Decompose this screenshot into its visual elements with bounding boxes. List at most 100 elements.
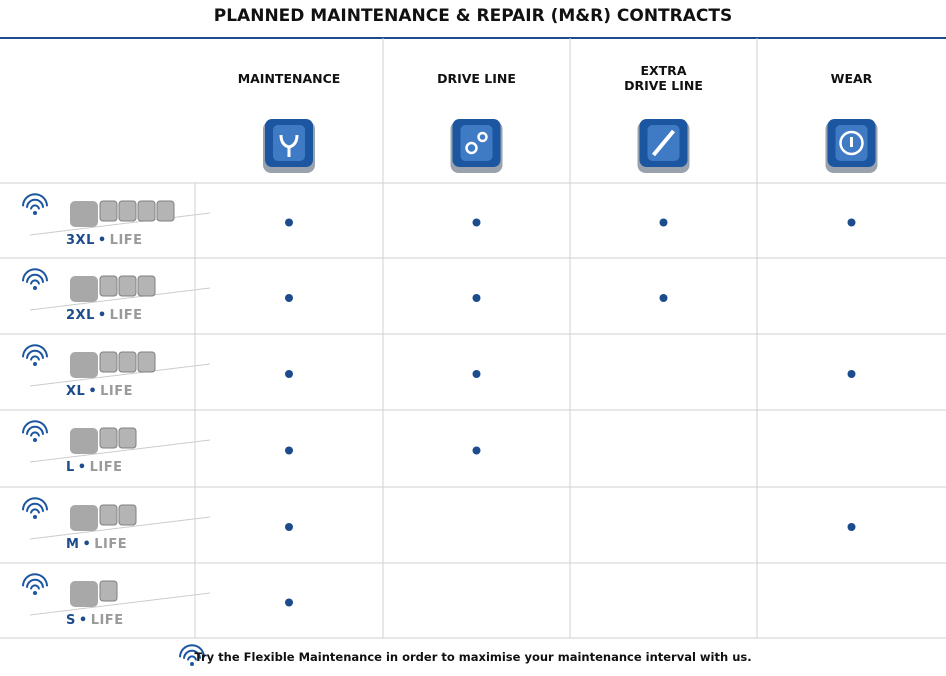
cell-dot bbox=[285, 599, 293, 607]
truck-graphic bbox=[30, 201, 210, 235]
wifi-arc bbox=[27, 200, 43, 208]
row-label-suffix: LIFE bbox=[90, 460, 123, 475]
truck-module bbox=[100, 428, 117, 448]
wifi-icon bbox=[23, 269, 47, 290]
truck-cab bbox=[70, 352, 98, 378]
row-label-name: L bbox=[66, 460, 75, 475]
column-header-text: MAINTENANCE bbox=[238, 71, 341, 86]
row-label-suffix: LIFE bbox=[94, 537, 127, 552]
row-label-name: XL bbox=[66, 384, 85, 399]
separator: • bbox=[88, 384, 97, 399]
speed-line bbox=[30, 593, 210, 615]
icon-inner bbox=[461, 125, 493, 161]
cell-dot bbox=[285, 447, 293, 455]
truck-module bbox=[100, 352, 117, 372]
column-icon bbox=[638, 119, 690, 173]
truck-module bbox=[119, 428, 136, 448]
truck-module bbox=[119, 276, 136, 296]
title: PLANNED MAINTENANCE & REPAIR (M&R) CONTR… bbox=[0, 6, 946, 26]
row-label: 2XL•LIFE bbox=[66, 308, 143, 323]
separator: • bbox=[79, 613, 88, 628]
column-header-text: WEAR bbox=[831, 71, 873, 86]
separator: • bbox=[98, 308, 107, 323]
row-label-name: 2XL bbox=[66, 308, 95, 323]
truck-module bbox=[100, 276, 117, 296]
wifi-dot bbox=[33, 591, 37, 595]
separator: • bbox=[82, 537, 91, 552]
row-label: XL•LIFE bbox=[66, 384, 133, 399]
column-header: MAINTENANCE bbox=[195, 58, 383, 98]
wifi-arc bbox=[27, 351, 43, 359]
truck-module bbox=[100, 201, 117, 221]
wifi-icon bbox=[23, 574, 47, 595]
truck-module bbox=[138, 276, 155, 296]
truck-cab bbox=[70, 581, 98, 607]
cell-dot bbox=[285, 523, 293, 531]
row-label: L•LIFE bbox=[66, 460, 123, 475]
truck-module bbox=[119, 352, 136, 372]
cell-dot bbox=[473, 447, 481, 455]
truck-module bbox=[100, 505, 117, 525]
wifi-arc bbox=[31, 280, 39, 284]
column-header: DRIVE LINE bbox=[383, 58, 570, 98]
separator: • bbox=[78, 460, 87, 475]
truck-module bbox=[119, 505, 136, 525]
row-label-name: S bbox=[66, 613, 76, 628]
wifi-arc bbox=[31, 585, 39, 589]
truck-graphic bbox=[30, 352, 210, 386]
wifi-icon bbox=[23, 345, 47, 366]
truck-cab bbox=[70, 201, 98, 227]
truck-cab bbox=[70, 505, 98, 531]
cell-dot bbox=[473, 370, 481, 378]
cell-dot bbox=[473, 294, 481, 302]
row-label: 3XL•LIFE bbox=[66, 233, 143, 248]
column-header: EXTRA DRIVE LINE bbox=[570, 58, 757, 98]
column-icon bbox=[826, 119, 878, 173]
truck-graphic bbox=[30, 276, 210, 310]
wifi-icon bbox=[23, 498, 47, 519]
wifi-dot bbox=[33, 515, 37, 519]
cell-dot bbox=[848, 219, 856, 227]
truck-module bbox=[100, 581, 117, 601]
row-label-suffix: LIFE bbox=[91, 613, 124, 628]
row-label-suffix: LIFE bbox=[110, 233, 143, 248]
cell-dot bbox=[285, 294, 293, 302]
wifi-icon bbox=[23, 194, 47, 215]
footer-note: Try the Flexible Maintenance in order to… bbox=[0, 650, 946, 664]
wifi-arc bbox=[27, 504, 43, 512]
row-label: M•LIFE bbox=[66, 537, 127, 552]
truck-module bbox=[138, 352, 155, 372]
truck-module bbox=[157, 201, 174, 221]
truck-graphic bbox=[30, 428, 210, 462]
page: PLANNED MAINTENANCE & REPAIR (M&R) CONTR… bbox=[0, 0, 946, 676]
cell-dot bbox=[660, 219, 668, 227]
wifi-arc bbox=[27, 275, 43, 283]
wifi-dot bbox=[33, 438, 37, 442]
cell-dot bbox=[285, 219, 293, 227]
row-label-name: M bbox=[66, 537, 79, 552]
truck-module bbox=[119, 201, 136, 221]
truck-cab bbox=[70, 276, 98, 302]
wifi-dot bbox=[33, 362, 37, 366]
wifi-arc bbox=[31, 432, 39, 436]
separator: • bbox=[98, 233, 107, 248]
table-graphics bbox=[0, 0, 946, 676]
column-header-text: DRIVE LINE bbox=[437, 71, 516, 86]
wifi-icon bbox=[23, 421, 47, 442]
wifi-arc bbox=[31, 205, 39, 209]
truck-cab bbox=[70, 428, 98, 454]
cell-dot bbox=[660, 294, 668, 302]
column-icon bbox=[263, 119, 315, 173]
wifi-arc bbox=[27, 580, 43, 588]
truck-module bbox=[138, 201, 155, 221]
cell-dot bbox=[285, 370, 293, 378]
truck-graphic bbox=[30, 581, 210, 615]
row-label-suffix: LIFE bbox=[100, 384, 133, 399]
cell-dot bbox=[848, 523, 856, 531]
truck-graphic bbox=[30, 505, 210, 539]
wifi-arc bbox=[27, 427, 43, 435]
wifi-dot bbox=[33, 211, 37, 215]
row-label-name: 3XL bbox=[66, 233, 95, 248]
row-label-suffix: LIFE bbox=[110, 308, 143, 323]
wifi-arc bbox=[31, 356, 39, 360]
